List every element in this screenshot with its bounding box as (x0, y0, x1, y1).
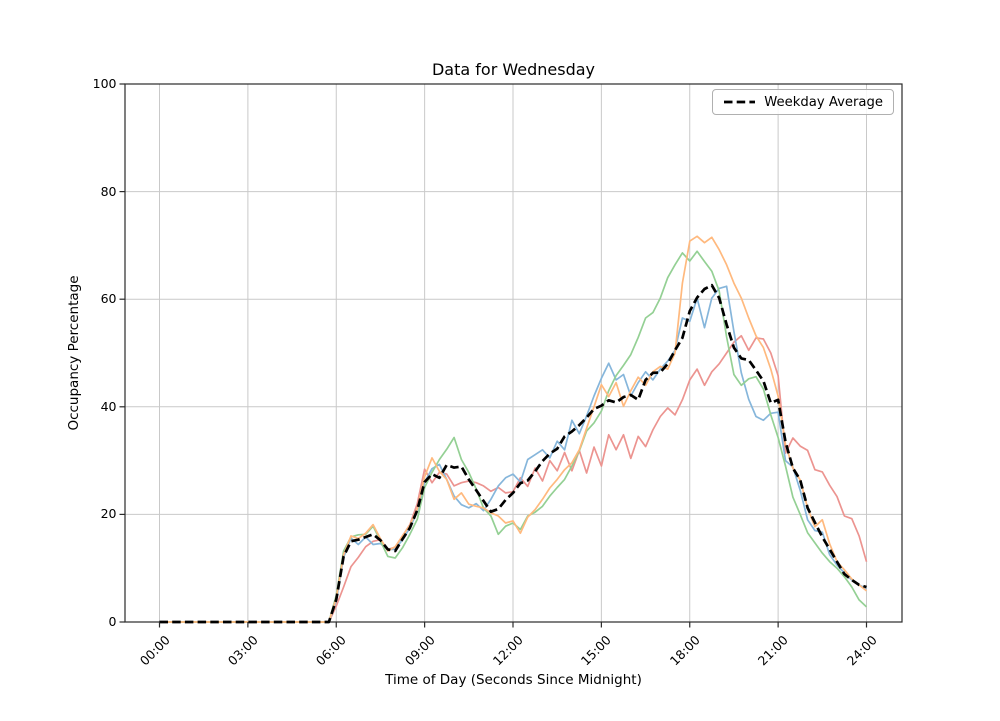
y-tick-label-80: 80 (100, 183, 117, 199)
chart-title: Data for Wednesday (431, 60, 595, 79)
legend-label: Weekday Average (764, 94, 883, 110)
chart-line-weekday-average (159, 283, 867, 624)
figure: Data for Wednesday Occupancy Percentage … (66, 60, 903, 688)
y-tick-label-100: 100 (92, 76, 117, 91)
legend-dashed-line-sample (724, 100, 756, 104)
y-tick-label-20: 20 (100, 506, 117, 522)
y-tick-label-0: 0 (108, 614, 117, 629)
y-tick-label-60: 60 (100, 291, 117, 307)
y-axis-label: Occupancy Percentage (66, 275, 82, 431)
x-axis-label: Time of Day (Seconds Since Midnight) (385, 672, 642, 688)
legend: Weekday Average (712, 89, 894, 115)
y-tick-label-40: 40 (100, 398, 117, 414)
plot-area (119, 83, 903, 628)
